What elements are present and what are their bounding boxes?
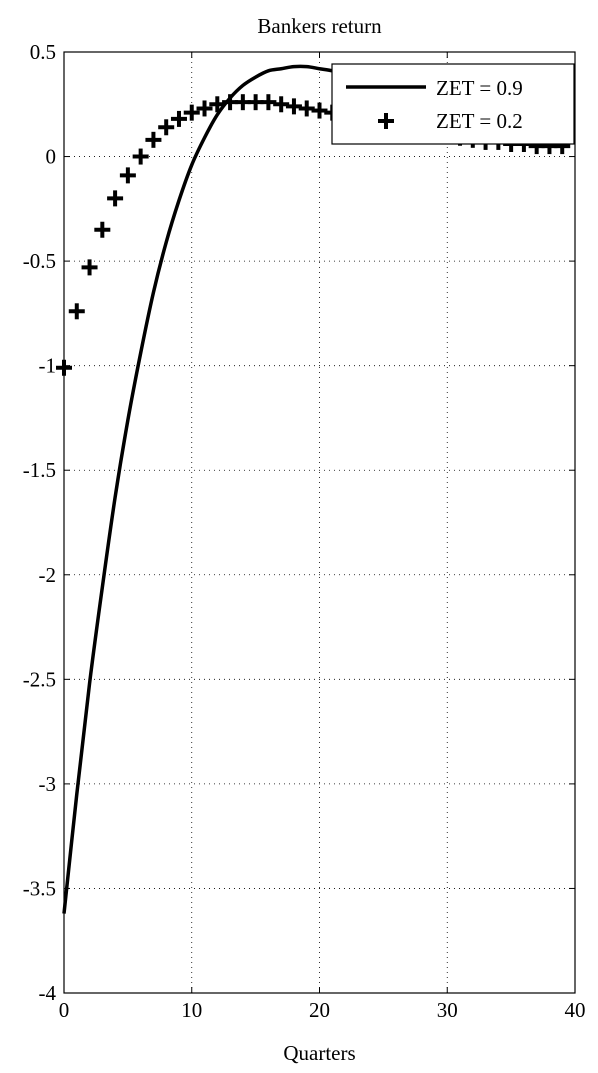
y-tick-label: -0.5 xyxy=(23,249,56,273)
y-tick-label: 0 xyxy=(46,145,57,169)
y-tick-label: 0.5 xyxy=(30,40,56,64)
legend-label-zet-0-9: ZET = 0.9 xyxy=(436,76,523,100)
data-point-zet-0-2 xyxy=(107,190,124,207)
grid-layer xyxy=(64,52,575,993)
data-point-zet-0-2 xyxy=(209,96,226,113)
y-tick-label: -1.5 xyxy=(23,458,56,482)
y-tick-label: -3.5 xyxy=(23,876,56,900)
chart-title: Bankers return xyxy=(257,14,382,38)
y-tick-label: -4 xyxy=(39,981,57,1005)
y-tick-label: -2 xyxy=(39,563,57,587)
data-point-zet-0-2 xyxy=(145,131,162,148)
data-point-zet-0-2 xyxy=(68,303,85,320)
x-tick-label: 0 xyxy=(59,998,70,1022)
data-layer xyxy=(56,64,571,914)
data-point-zet-0-2 xyxy=(273,96,290,113)
data-point-zet-0-2 xyxy=(170,110,187,127)
x-axis-label: Quarters xyxy=(283,1041,355,1065)
legend-plus-marker xyxy=(378,113,394,129)
data-point-zet-0-2 xyxy=(285,98,302,115)
y-tick-label: -3 xyxy=(39,772,57,796)
legend-label-zet-0-2: ZET = 0.2 xyxy=(436,109,523,133)
x-tick-label: 30 xyxy=(437,998,458,1022)
data-point-zet-0-2 xyxy=(311,102,328,119)
tick-layer: 0 10 20 30 40 0.5 0 -0.5 -1 -1.5 -2 -2.5 -3 -3.5 -4 xyxy=(23,40,586,1022)
legend-box xyxy=(331,63,575,145)
y-tick-label: -2.5 xyxy=(23,667,56,691)
data-point-zet-0-2 xyxy=(94,221,111,238)
data-point-zet-0-2 xyxy=(298,100,315,117)
data-point-zet-0-2 xyxy=(132,148,149,165)
data-point-zet-0-2 xyxy=(158,119,175,136)
data-point-zet-0-2 xyxy=(183,104,200,121)
y-tick-label: -1 xyxy=(39,354,57,378)
x-tick-label: 20 xyxy=(309,998,330,1022)
data-point-zet-0-2 xyxy=(119,167,136,184)
data-point-zet-0-2 xyxy=(81,259,98,276)
x-tick-label: 10 xyxy=(181,998,202,1022)
series-line-zet-0-9 xyxy=(62,64,563,914)
legend: ZET = 0.9 ZET = 0.2 xyxy=(331,63,575,145)
legend-marker-zet-0-2 xyxy=(378,113,394,129)
data-point-zet-0-2 xyxy=(260,94,277,111)
x-tick-label: 40 xyxy=(565,998,586,1022)
data-point-zet-0-2 xyxy=(196,100,213,117)
